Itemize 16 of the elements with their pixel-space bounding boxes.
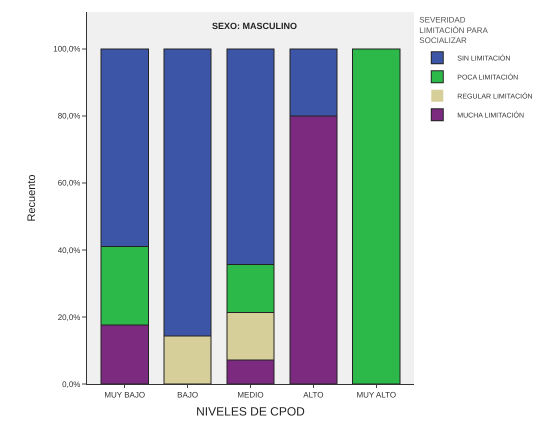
x-tick-label: ALTO (303, 390, 324, 400)
bar (352, 48, 400, 384)
x-tick-label: BAJO (177, 390, 198, 400)
x-tick-label: MEDIO (237, 390, 264, 400)
text: SEXO: MASCULINO (212, 21, 298, 32)
y-tick-label: 80,0% (58, 112, 80, 121)
y-tick-label: 0,0% (62, 380, 80, 389)
y-tick-label: 60,0% (58, 178, 80, 188)
x-axis-title: NIVELES DE CPOD (196, 404, 306, 418)
legend-title: SEVERIDAD LIMITACIÓN PARA SOCIALIZAR (419, 15, 489, 46)
x-tick-label: MUY ALTO (356, 390, 396, 400)
y-tick-label: 40,0% (58, 246, 80, 255)
y-axis-title: Recuento (26, 174, 38, 222)
x-tick-label: MUY BAJO (104, 390, 146, 400)
y-tick-label: 100,0% (53, 44, 80, 54)
y-tick-label: 20,0% (58, 312, 80, 322)
